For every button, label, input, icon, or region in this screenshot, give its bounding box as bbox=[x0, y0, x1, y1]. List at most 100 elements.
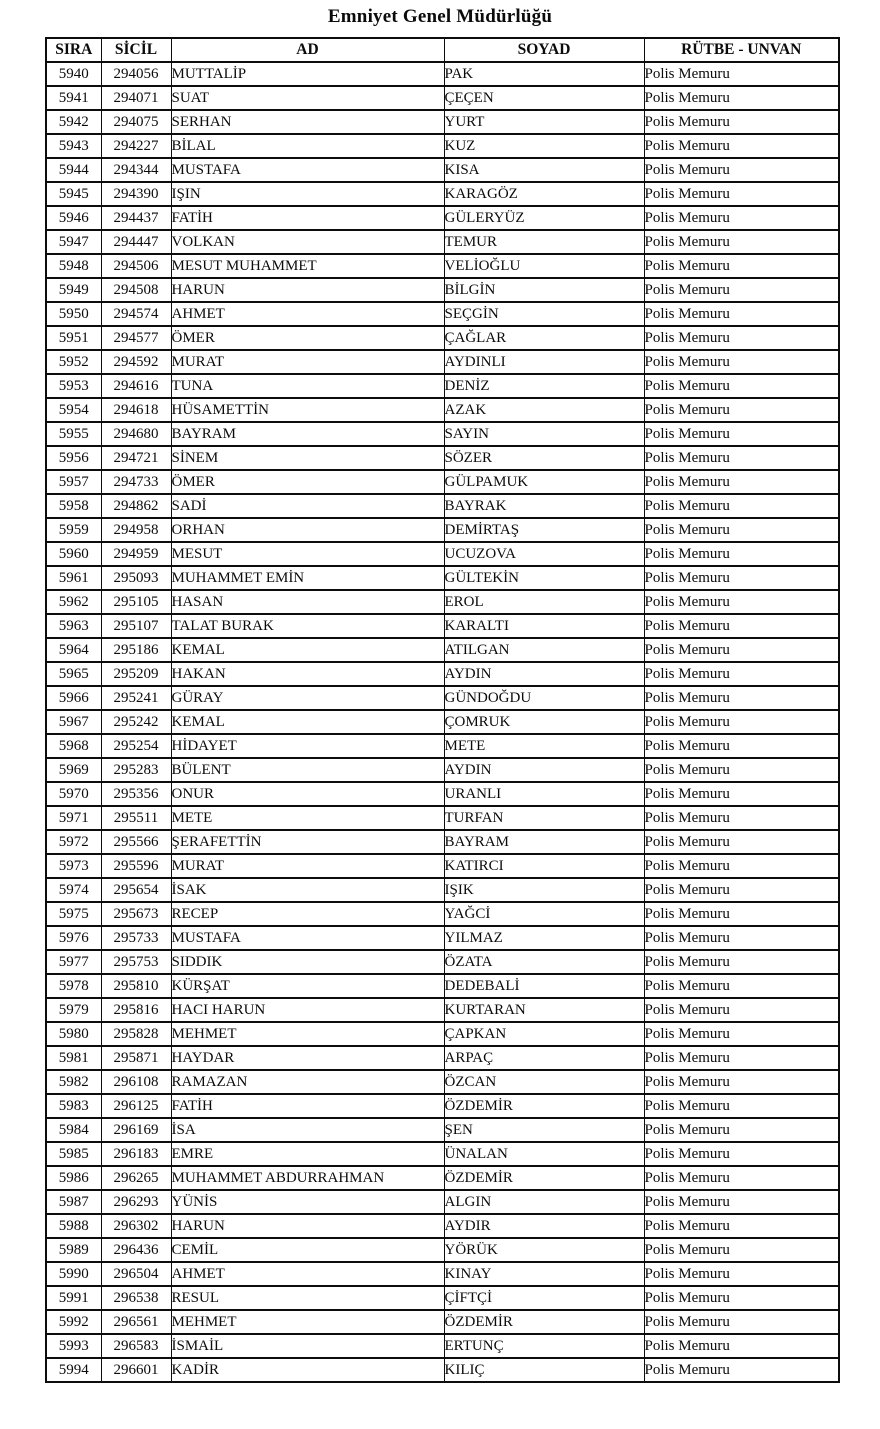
cell-ad: MEHMET bbox=[170, 1309, 445, 1335]
cell-rutbe: Polis Memuru bbox=[643, 469, 840, 495]
table-row: 5990 296504 AHMET KINAY Polis Memuru bbox=[45, 1261, 840, 1287]
cell-ad: ÖMER bbox=[170, 325, 445, 351]
cell-ad: ORHAN bbox=[170, 517, 445, 543]
table-row: 5961 295093 MUHAMMET EMİN GÜLTEKİN Polis Mem… bbox=[45, 565, 840, 591]
cell-ad: HASAN bbox=[170, 589, 445, 615]
cell-ad: BÜLENT bbox=[170, 757, 445, 783]
cell-soyad: ÇAĞLAR bbox=[443, 325, 645, 351]
cell-rutbe: Polis Memuru bbox=[643, 157, 840, 183]
cell-rutbe: Polis Memuru bbox=[643, 1261, 840, 1287]
table-row: 5989 296436 CEMİL YÖRÜK Polis Memuru bbox=[45, 1237, 840, 1263]
cell-sira: 5962 bbox=[45, 589, 102, 615]
cell-ad: KÜRŞAT bbox=[170, 973, 445, 999]
table-row: 5944 294344 MUSTAFA KISA Polis Memuru bbox=[45, 157, 840, 183]
cell-soyad: ÇOMRUK bbox=[443, 709, 645, 735]
cell-sicil: 295673 bbox=[100, 901, 172, 927]
cell-soyad: ÖZCAN bbox=[443, 1069, 645, 1095]
cell-soyad: URANLI bbox=[443, 781, 645, 807]
cell-sira: 5957 bbox=[45, 469, 102, 495]
cell-soyad: YILMAZ bbox=[443, 925, 645, 951]
cell-ad: VOLKAN bbox=[170, 229, 445, 255]
cell-sira: 5944 bbox=[45, 157, 102, 183]
cell-sira: 5981 bbox=[45, 1045, 102, 1071]
cell-sicil: 294733 bbox=[100, 469, 172, 495]
cell-soyad: ÖZATA bbox=[443, 949, 645, 975]
cell-sicil: 295753 bbox=[100, 949, 172, 975]
cell-ad: HİDAYET bbox=[170, 733, 445, 759]
cell-sicil: 295241 bbox=[100, 685, 172, 711]
cell-rutbe: Polis Memuru bbox=[643, 757, 840, 783]
cell-sicil: 296561 bbox=[100, 1309, 172, 1335]
cell-ad: YÜNİS bbox=[170, 1189, 445, 1215]
cell-rutbe: Polis Memuru bbox=[643, 925, 840, 951]
table-row: 5963 295107 TALAT BURAK KARALTI Polis Memuru bbox=[45, 613, 840, 639]
cell-sira: 5970 bbox=[45, 781, 102, 807]
table-row: 5949 294508 HARUN BİLGİN Polis Memuru bbox=[45, 277, 840, 303]
cell-rutbe: Polis Memuru bbox=[643, 493, 840, 519]
table-row: 5953 294616 TUNA DENİZ Polis Memuru bbox=[45, 373, 840, 399]
cell-sicil: 295828 bbox=[100, 1021, 172, 1047]
cell-rutbe: Polis Memuru bbox=[643, 1213, 840, 1239]
page-title: Emniyet Genel Müdürlüğü bbox=[327, 6, 553, 27]
table-row: 5951 294577 ÖMER ÇAĞLAR Polis Memuru bbox=[45, 325, 840, 351]
cell-rutbe: Polis Memuru bbox=[643, 709, 840, 735]
cell-sira: 5958 bbox=[45, 493, 102, 519]
cell-rutbe: Polis Memuru bbox=[643, 781, 840, 807]
cell-soyad: EROL bbox=[443, 589, 645, 615]
cell-soyad: AZAK bbox=[443, 397, 645, 423]
cell-sicil: 295105 bbox=[100, 589, 172, 615]
cell-ad: RAMAZAN bbox=[170, 1069, 445, 1095]
cell-rutbe: Polis Memuru bbox=[643, 1045, 840, 1071]
cell-ad: CEMİL bbox=[170, 1237, 445, 1263]
cell-sira: 5942 bbox=[45, 109, 102, 135]
cell-ad: RECEP bbox=[170, 901, 445, 927]
table-row: 5956 294721 SİNEM SÖZER Polis Memuru bbox=[45, 445, 840, 471]
cell-ad: MUSTAFA bbox=[170, 157, 445, 183]
cell-soyad: AYDIN bbox=[443, 757, 645, 783]
table-row: 5941 294071 SUAT ÇEÇEN Polis Memuru bbox=[45, 85, 840, 111]
table-row: 5974 295654 İSAK IŞIK Polis Memuru bbox=[45, 877, 840, 903]
cell-rutbe: Polis Memuru bbox=[643, 1189, 840, 1215]
cell-soyad: ÖZDEMİR bbox=[443, 1309, 645, 1335]
table-row: 5952 294592 MURAT AYDINLI Polis Memuru bbox=[45, 349, 840, 375]
cell-sira: 5943 bbox=[45, 133, 102, 159]
table-row: 5942 294075 SERHAN YURT Polis Memuru bbox=[45, 109, 840, 135]
table-row: 5987 296293 YÜNİS ALGIN Polis Memuru bbox=[45, 1189, 840, 1215]
cell-ad: KEMAL bbox=[170, 637, 445, 663]
cell-ad: HARUN bbox=[170, 277, 445, 303]
cell-soyad: BİLGİN bbox=[443, 277, 645, 303]
cell-sira: 5954 bbox=[45, 397, 102, 423]
cell-soyad: ÇAPKAN bbox=[443, 1021, 645, 1047]
cell-sira: 5969 bbox=[45, 757, 102, 783]
cell-sira: 5967 bbox=[45, 709, 102, 735]
cell-sira: 5950 bbox=[45, 301, 102, 327]
table-row: 5957 294733 ÖMER GÜLPAMUK Polis Memuru bbox=[45, 469, 840, 495]
cell-sira: 5984 bbox=[45, 1117, 102, 1143]
table-row: 5975 295673 RECEP YAĞCİ Polis Memuru bbox=[45, 901, 840, 927]
cell-sira: 5949 bbox=[45, 277, 102, 303]
cell-sicil: 295093 bbox=[100, 565, 172, 591]
cell-soyad: AYDIN bbox=[443, 661, 645, 687]
cell-ad: GÜRAY bbox=[170, 685, 445, 711]
cell-rutbe: Polis Memuru bbox=[643, 1069, 840, 1095]
table-row: 5960 294959 MESUT UCUZOVA Polis Memuru bbox=[45, 541, 840, 567]
cell-rutbe: Polis Memuru bbox=[643, 997, 840, 1023]
cell-sicil: 295356 bbox=[100, 781, 172, 807]
cell-rutbe: Polis Memuru bbox=[643, 205, 840, 231]
cell-sira: 5973 bbox=[45, 853, 102, 879]
column-header-soyad: SOYAD bbox=[443, 37, 645, 63]
cell-sira: 5971 bbox=[45, 805, 102, 831]
table-row: 5982 296108 RAMAZAN ÖZCAN Polis Memuru bbox=[45, 1069, 840, 1095]
cell-ad: ŞERAFETTİN bbox=[170, 829, 445, 855]
table-row: 5964 295186 KEMAL ATILGAN Polis Memuru bbox=[45, 637, 840, 663]
cell-soyad: KARAGÖZ bbox=[443, 181, 645, 207]
cell-sicil: 294071 bbox=[100, 85, 172, 111]
cell-sicil: 296436 bbox=[100, 1237, 172, 1263]
table-row: 5977 295753 SIDDIK ÖZATA Polis Memuru bbox=[45, 949, 840, 975]
cell-ad: SERHAN bbox=[170, 109, 445, 135]
cell-sicil: 294437 bbox=[100, 205, 172, 231]
cell-sicil: 295654 bbox=[100, 877, 172, 903]
cell-ad: BİLAL bbox=[170, 133, 445, 159]
cell-soyad: YÖRÜK bbox=[443, 1237, 645, 1263]
cell-rutbe: Polis Memuru bbox=[643, 1117, 840, 1143]
